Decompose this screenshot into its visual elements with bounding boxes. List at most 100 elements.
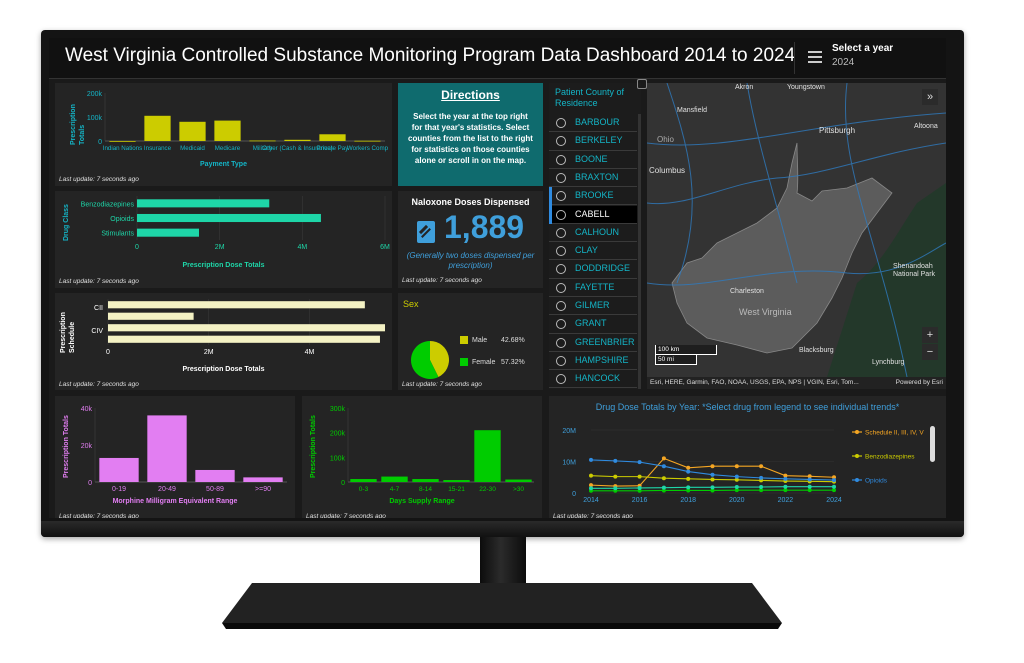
- map-canvas[interactable]: [647, 83, 946, 377]
- monitor-chin: [41, 521, 964, 537]
- bar: [350, 479, 377, 482]
- x-tick-label: 2M: [215, 244, 225, 251]
- map-scale-mi: 50 mi: [655, 355, 697, 365]
- map-label-akron: Akron: [735, 84, 754, 91]
- county-item[interactable]: CLAY: [549, 242, 637, 261]
- county-scroll-track[interactable]: [638, 114, 641, 389]
- county-item[interactable]: CABELL: [549, 205, 637, 224]
- x-tick-label: 0-19: [112, 486, 126, 493]
- female-legend-label[interactable]: Female: [472, 359, 496, 366]
- series-point: [637, 460, 642, 465]
- legend-marker: [855, 454, 859, 458]
- county-item[interactable]: BROOKE: [549, 187, 637, 206]
- radio-icon[interactable]: [556, 227, 566, 238]
- county-item[interactable]: FAYETTE: [549, 279, 637, 297]
- y-tick-label: Stimulants: [101, 231, 134, 238]
- x-tick-label: 0-3: [359, 486, 369, 493]
- county-item[interactable]: GRANT: [549, 315, 637, 334]
- radio-icon[interactable]: [556, 337, 566, 348]
- county-item[interactable]: BRAXTON: [549, 169, 637, 188]
- bar: [195, 469, 235, 482]
- x-tick-label: 2M: [204, 349, 214, 356]
- y-tick-label: 100k: [87, 115, 103, 122]
- county-name: CLAY: [575, 245, 598, 256]
- male-legend-value: 42.68%: [501, 337, 525, 344]
- county-item[interactable]: DODDRIDGE: [549, 260, 637, 279]
- county-item[interactable]: BOONE: [549, 151, 637, 169]
- series-point: [589, 473, 593, 478]
- male-legend-swatch[interactable]: [460, 336, 468, 344]
- radio-icon[interactable]: [556, 374, 566, 385]
- y-tick-label: 20M: [562, 428, 576, 435]
- series-point: [783, 484, 788, 489]
- days-supply-chart: 300k 200k 100k 0 0-3 4-7 8-14 15-21 22-30 >30: [330, 406, 534, 493]
- days-last-update: Last update: 7 seconds ago: [306, 513, 386, 518]
- monitor-stand-neck: [480, 537, 526, 585]
- radio-icon[interactable]: [556, 319, 566, 330]
- county-item[interactable]: GREENBRIER: [549, 334, 637, 352]
- county-name: BOONE: [575, 153, 608, 164]
- drug-class-panel: Drug Class 0 2M 4M 6M Benzodiazepines Opioids…: [55, 191, 392, 288]
- radio-icon[interactable]: [556, 136, 566, 147]
- map-zoom-in-button[interactable]: +: [922, 327, 938, 343]
- county-item[interactable]: BERKELEY: [549, 132, 637, 151]
- map-collapse-button[interactable]: »: [922, 89, 938, 105]
- radio-icon[interactable]: [556, 282, 566, 293]
- county-item[interactable]: GILMER: [549, 297, 637, 316]
- radio-icon[interactable]: [556, 301, 566, 311]
- male-legend-label[interactable]: Male: [472, 337, 488, 344]
- bar: [354, 140, 381, 142]
- year-selector-value[interactable]: 2024: [832, 57, 855, 68]
- syringe-box-icon: [417, 221, 435, 243]
- radio-icon[interactable]: [556, 154, 566, 165]
- county-name: BRAXTON: [575, 171, 619, 182]
- radio-icon[interactable]: [556, 209, 566, 220]
- series-point: [710, 464, 715, 469]
- radio-icon[interactable]: [556, 355, 566, 366]
- trend-line-chart: 20M 10M 0 2014 2016 2018 2020 2022 2024 Schedule …: [562, 428, 924, 504]
- x-tick-label: 8-14: [419, 486, 432, 493]
- page-title: West Virginia Controlled Substance Monit…: [65, 45, 796, 66]
- county-name: HANCOCK: [575, 373, 621, 384]
- radio-icon[interactable]: [556, 191, 566, 202]
- bar: [108, 312, 194, 320]
- x-tick-label: 6M: [380, 244, 390, 251]
- county-name: GILMER: [575, 300, 610, 310]
- days-x-axis-title: Days Supply Range: [389, 498, 455, 505]
- county-item[interactable]: HAMPSHIRE: [549, 352, 637, 371]
- map-powered-by[interactable]: Powered by Esri: [895, 379, 943, 386]
- county-name: CALHOUN: [575, 226, 620, 237]
- year-selector-label[interactable]: Select a year: [832, 43, 894, 54]
- trend-legend-scrollbar[interactable]: [930, 426, 935, 462]
- county-item[interactable]: BARBOUR: [549, 114, 637, 133]
- county-item[interactable]: HANCOCK: [549, 370, 637, 389]
- x-tick-label: 20-49: [158, 486, 176, 493]
- female-legend-swatch[interactable]: [460, 358, 468, 366]
- county-item[interactable]: CALHOUN: [549, 224, 637, 243]
- bar: [147, 415, 187, 482]
- radio-icon[interactable]: [556, 246, 566, 257]
- series-point: [832, 478, 836, 483]
- x-tick-label: 2022: [778, 497, 794, 504]
- county-list-expand-icon[interactable]: [637, 79, 647, 89]
- x-tick-label: Workers Comp: [347, 145, 389, 152]
- y-tick-label: 0: [88, 480, 92, 487]
- directions-body: Select the year at the top right for tha…: [408, 112, 533, 165]
- schedule-chart: 0 2M 4M CII CIV: [91, 299, 385, 356]
- x-tick-label: >30: [513, 486, 524, 493]
- x-tick-label: 50-89: [206, 486, 224, 493]
- map-zoom-out-button[interactable]: −: [922, 344, 938, 360]
- radio-icon[interactable]: [556, 118, 566, 128]
- mme-panel: Prescription Totals 40k 20k 0 0-19 20-49 50-8…: [55, 396, 295, 518]
- menu-icon[interactable]: [808, 51, 822, 63]
- legend-label: Schedule II, III, IV, V: [865, 430, 924, 437]
- trend-panel: Drug Dose Totals by Year: *Select drug f…: [549, 396, 946, 518]
- sex-title: Sex: [403, 299, 419, 309]
- drug-class-chart: 0 2M 4M 6M Benzodiazepines Opioids Stimulants: [81, 196, 390, 251]
- drug-class-x-axis-title: Prescription Dose Totals: [182, 262, 265, 269]
- radio-icon[interactable]: [556, 264, 566, 275]
- radio-icon[interactable]: [556, 172, 566, 183]
- directions-title: Directions: [441, 88, 500, 102]
- naloxone-value: 1,889: [444, 209, 525, 245]
- payment-x-axis-title: Payment Type: [200, 161, 247, 168]
